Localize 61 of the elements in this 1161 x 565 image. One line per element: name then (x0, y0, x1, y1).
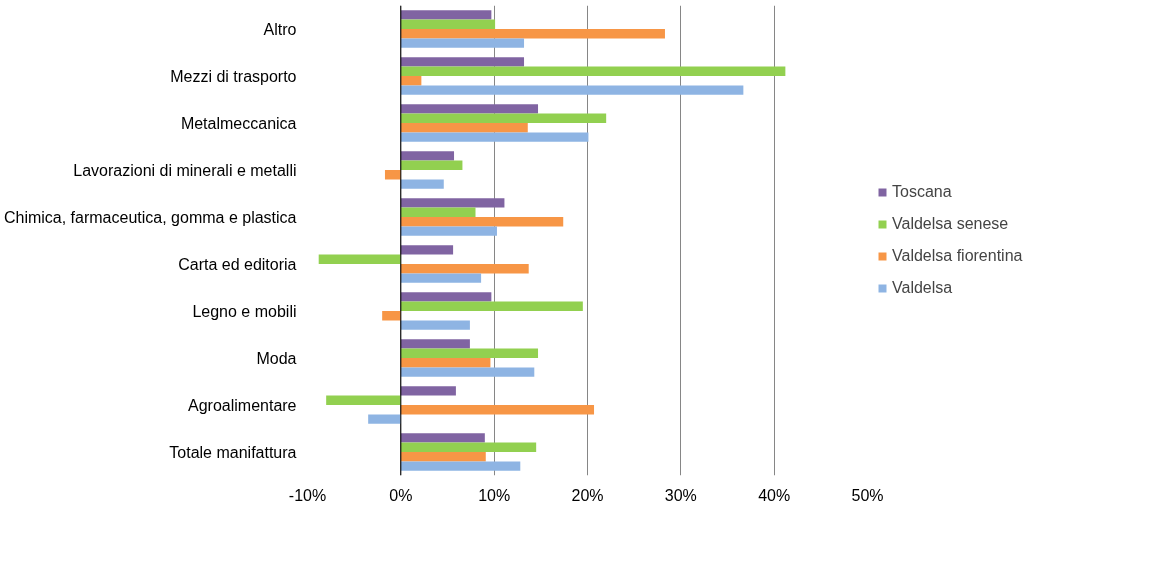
bar (400, 452, 486, 462)
bar (400, 245, 454, 255)
bar (384, 170, 401, 180)
x-tick-label: 30% (664, 486, 697, 504)
bar (400, 367, 535, 377)
bar (368, 414, 401, 424)
legend-label: Valdelsa senese (892, 215, 1009, 233)
bar (382, 311, 401, 321)
bar (400, 132, 589, 142)
bar (400, 207, 476, 217)
bar (400, 226, 497, 236)
y-tick-label: Chimica, farmaceutica, gomma e plastica (3, 208, 297, 226)
bar (400, 320, 470, 330)
y-tick-label: Lavorazioni di minerali e metalli (73, 161, 297, 179)
bar (400, 19, 496, 29)
bar (400, 10, 492, 20)
bar (400, 358, 491, 368)
y-tick-label: Moda (256, 349, 297, 367)
bar (400, 113, 607, 123)
legend-label: Valdelsa fiorentina (892, 247, 1023, 265)
x-tick-label: -10% (288, 486, 327, 504)
bar (400, 66, 786, 76)
bar (400, 461, 521, 471)
y-tick-label: Agroalimentare (188, 396, 297, 414)
bar (400, 405, 595, 415)
bar (400, 348, 539, 358)
y-tick-label: Mezzi di trasporto (170, 67, 297, 85)
bar (400, 151, 455, 161)
x-tick-label: 40% (758, 486, 791, 504)
bar (400, 386, 456, 396)
legend-label: Valdelsa (892, 279, 953, 297)
x-tick-label: 50% (851, 486, 884, 504)
bar (400, 292, 492, 302)
bar (400, 160, 463, 170)
y-tick-label: Legno e mobili (192, 302, 297, 320)
bar (326, 395, 401, 405)
bar (400, 38, 525, 48)
x-tick-label: 10% (478, 486, 511, 504)
bar (318, 254, 401, 264)
bar (400, 301, 583, 311)
y-tick-label: Carta ed editoria (178, 255, 297, 273)
x-tick-label: 20% (571, 486, 604, 504)
bar (400, 57, 525, 67)
bar (400, 85, 744, 95)
bar (400, 29, 665, 39)
bar (400, 217, 564, 227)
bar (400, 273, 482, 283)
bar (400, 198, 505, 208)
y-tick-label: Totale manifattura (169, 443, 297, 461)
y-tick-label: Altro (263, 20, 297, 38)
bar (400, 442, 537, 452)
bar (400, 104, 539, 114)
bar (400, 123, 528, 133)
x-tick-label: 0% (389, 486, 413, 504)
bar (400, 179, 444, 189)
bar (400, 264, 529, 274)
y-tick-label: Metalmeccanica (180, 114, 297, 132)
bar (400, 76, 422, 86)
bar (400, 433, 485, 443)
legend-label: Toscana (892, 183, 952, 201)
bar (400, 339, 470, 349)
